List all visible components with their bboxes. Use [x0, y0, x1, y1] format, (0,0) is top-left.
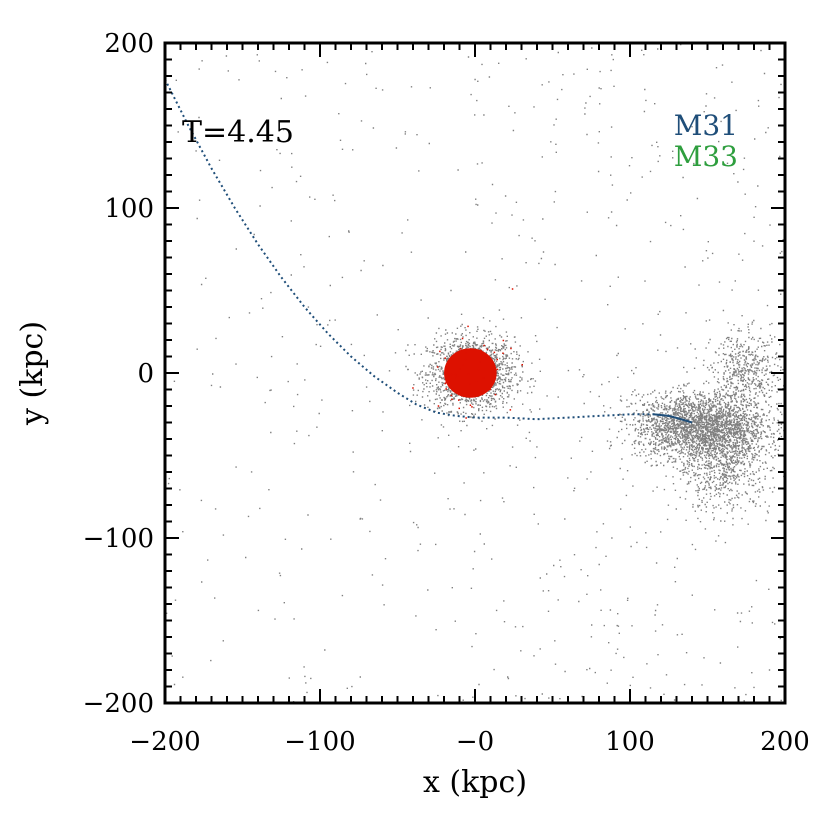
y-tick-label: 100 [104, 194, 154, 224]
m31-orbit [164, 78, 693, 424]
x-tick-label: −0 [456, 727, 494, 757]
time-label: T=4.45 [182, 115, 294, 150]
orbit-layer [164, 78, 693, 424]
legend-m31: M31 [674, 109, 738, 142]
x-tick-label: −200 [129, 727, 200, 757]
x-tick-label: 100 [605, 727, 655, 757]
y-tick-label: −100 [83, 524, 154, 554]
y-tick-label: −200 [83, 689, 154, 719]
x-axis-title: x (kpc) [423, 765, 527, 800]
core-layer [412, 288, 523, 419]
y-tick-label: 0 [137, 359, 154, 389]
x-tick-label: −100 [284, 727, 355, 757]
tick-labels-layer: −200 −100 −0 100 200 −200 −100 0 100 200 [83, 29, 810, 757]
ticks-layer [164, 42, 786, 704]
y-tick-label: 200 [104, 29, 154, 59]
m31-orbit-recent [653, 413, 693, 424]
m33-core [444, 348, 497, 398]
axis-ticks [164, 42, 786, 704]
x-tick-label: 200 [760, 727, 810, 757]
m33-core-scatter [412, 288, 523, 419]
y-axis-title: y (kpc) [15, 321, 50, 426]
legend-m33: M33 [674, 140, 738, 173]
